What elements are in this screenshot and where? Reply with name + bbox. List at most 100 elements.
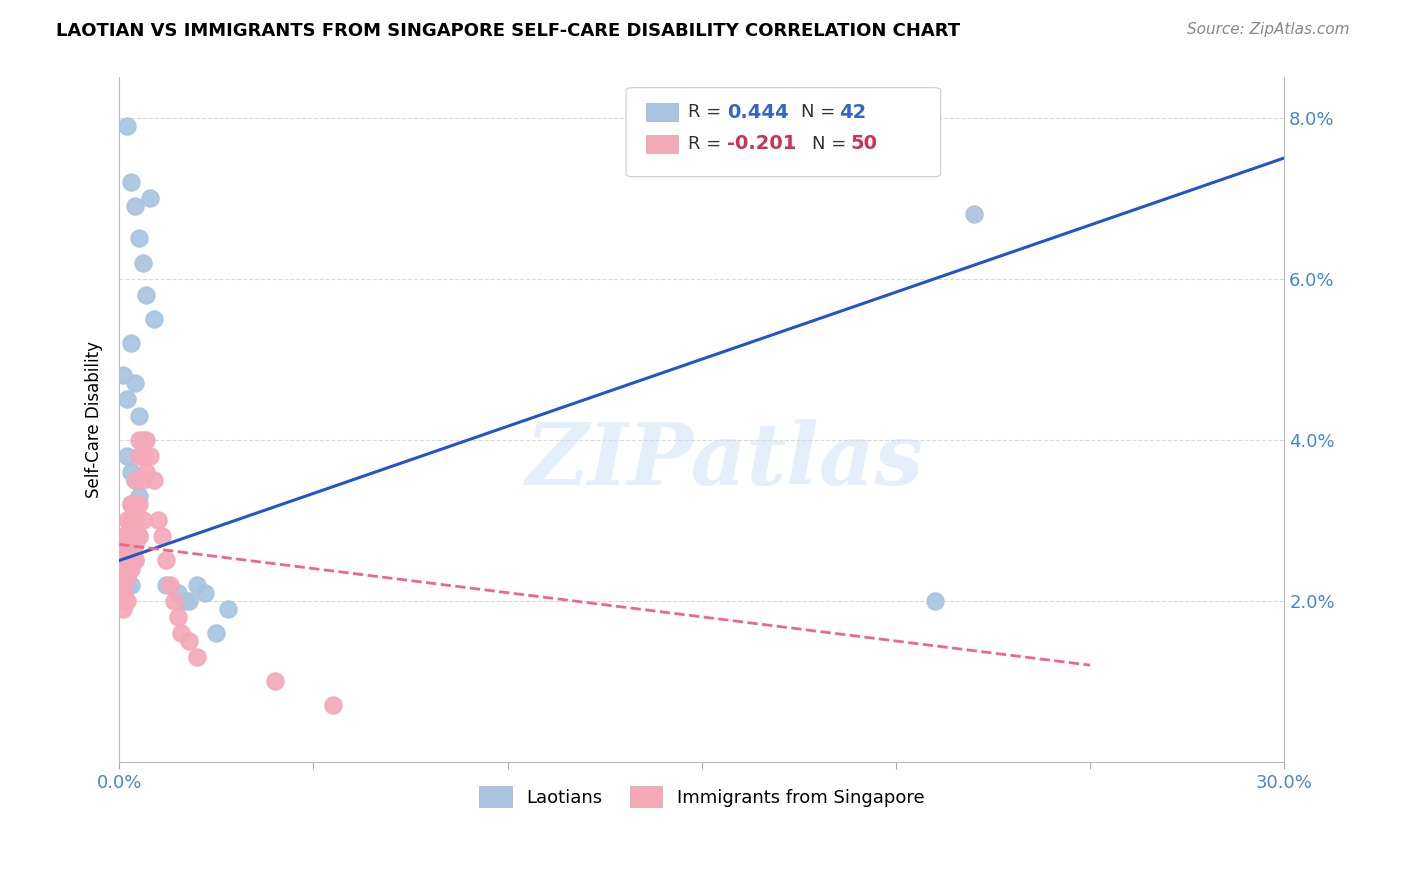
Point (128, 489, 150, 503)
Point (174, 593, 197, 607)
Point (112, 553, 135, 567)
Point (120, 465, 142, 479)
Point (186, 577, 208, 591)
Point (131, 433, 153, 447)
Point (131, 449, 153, 463)
Point (166, 585, 188, 599)
Point (128, 409, 150, 423)
Point (115, 545, 138, 559)
Point (115, 392, 138, 407)
Point (124, 473, 146, 487)
Point (112, 561, 135, 575)
Point (135, 433, 157, 447)
Bar (645, 135, 679, 153)
Point (146, 513, 169, 527)
Text: N =: N = (813, 135, 852, 153)
Point (112, 529, 135, 543)
Point (120, 497, 142, 511)
Point (135, 288, 157, 302)
Point (128, 497, 150, 511)
Point (131, 473, 153, 487)
Point (166, 610, 188, 624)
FancyBboxPatch shape (626, 87, 941, 177)
Point (205, 626, 228, 640)
Point (112, 585, 135, 599)
Point (150, 529, 173, 543)
Text: R =: R = (688, 135, 727, 153)
Point (115, 537, 138, 551)
Text: 50: 50 (851, 135, 877, 153)
Text: R =: R = (688, 103, 727, 121)
Point (120, 529, 142, 543)
Point (131, 513, 153, 527)
Point (128, 449, 150, 463)
Point (115, 569, 138, 583)
Point (217, 602, 239, 616)
Point (112, 569, 135, 583)
Bar (645, 103, 679, 121)
Point (962, 207, 984, 221)
Point (124, 497, 146, 511)
Point (128, 529, 150, 543)
Point (186, 650, 208, 665)
Point (115, 593, 138, 607)
Point (120, 336, 142, 351)
Point (115, 577, 138, 591)
Point (112, 577, 135, 591)
Text: LAOTIAN VS IMMIGRANTS FROM SINGAPORE SELF-CARE DISABILITY CORRELATION CHART: LAOTIAN VS IMMIGRANTS FROM SINGAPORE SEL… (56, 22, 960, 40)
Point (139, 191, 162, 205)
Point (124, 376, 146, 391)
Point (155, 577, 177, 591)
Point (131, 255, 153, 269)
Point (124, 473, 146, 487)
Point (124, 513, 146, 527)
Point (263, 674, 285, 689)
Point (924, 593, 946, 607)
Point (120, 561, 142, 575)
Point (124, 553, 146, 567)
Point (124, 553, 146, 567)
Point (143, 312, 166, 326)
Point (139, 449, 162, 463)
Point (115, 561, 138, 575)
Point (124, 513, 146, 527)
Point (120, 175, 142, 189)
Text: -0.201: -0.201 (727, 135, 797, 153)
Point (143, 473, 166, 487)
Point (120, 513, 142, 527)
Point (128, 231, 150, 245)
Text: N =: N = (801, 103, 841, 121)
Point (124, 199, 146, 213)
Point (115, 553, 138, 567)
Point (135, 465, 157, 479)
Point (120, 497, 142, 511)
Point (115, 569, 138, 583)
Point (124, 537, 146, 551)
Point (128, 529, 150, 543)
Point (112, 602, 135, 616)
Text: 42: 42 (839, 103, 866, 122)
Text: 0.444: 0.444 (727, 103, 789, 122)
Point (115, 561, 138, 575)
Point (112, 553, 135, 567)
Point (115, 529, 138, 543)
Point (112, 545, 135, 559)
Point (115, 449, 138, 463)
Point (108, 577, 131, 591)
Point (179, 634, 201, 648)
Y-axis label: Self-Care Disability: Self-Care Disability (86, 341, 103, 498)
Point (322, 698, 344, 713)
Text: ZIPatlas: ZIPatlas (526, 419, 924, 502)
Point (162, 593, 184, 607)
Point (179, 593, 201, 607)
Point (112, 537, 135, 551)
Point (159, 577, 181, 591)
Point (112, 561, 135, 575)
Text: Source: ZipAtlas.com: Source: ZipAtlas.com (1187, 22, 1350, 37)
Point (115, 119, 138, 133)
Point (120, 577, 142, 591)
Point (155, 553, 177, 567)
Point (115, 545, 138, 559)
Point (120, 545, 142, 559)
Point (112, 368, 135, 383)
